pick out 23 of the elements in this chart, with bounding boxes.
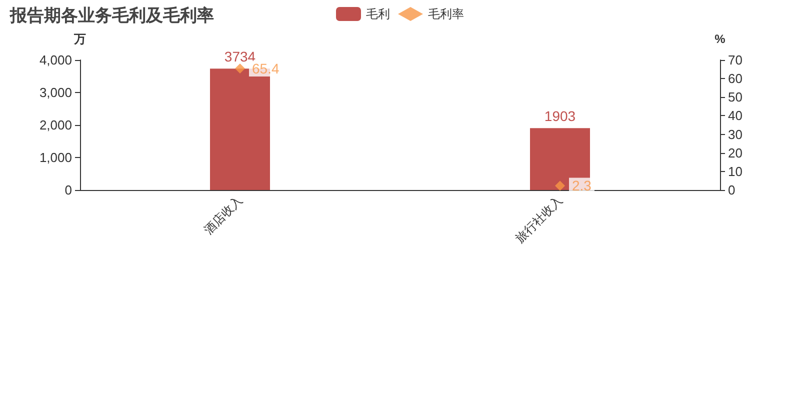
y2-tick-label: 20 (728, 145, 742, 160)
y2-tick-label: 50 (728, 90, 742, 105)
y-axis-title: 万 (73, 32, 86, 46)
y2-tick-label: 60 (728, 71, 742, 86)
data-label: 1903 (544, 108, 576, 124)
data-label: 2.3 (572, 178, 592, 194)
y-tick-label: 4,000 (39, 52, 72, 68)
legend-label: 毛利率 (428, 7, 464, 21)
y2-tick-label: 70 (728, 52, 742, 68)
data-label: 65.4 (252, 60, 280, 77)
y2-axis-title: % (714, 32, 726, 46)
chart-title: 报告期各业务毛利及毛利率 (9, 6, 214, 25)
y2-tick-label: 40 (728, 108, 742, 124)
y2-tick-label: 0 (728, 182, 736, 198)
x-tick-label: 旅行社收入 (512, 193, 565, 246)
y2-tick-label: 30 (728, 126, 742, 142)
legend-label: 毛利 (366, 7, 390, 21)
y-tick-label: 2,000 (39, 118, 72, 132)
x-tick-label: 酒店收入 (201, 193, 245, 237)
y-tick-label: 0 (64, 182, 72, 198)
y-tick-label: 1,000 (39, 150, 72, 165)
y-tick-label: 3,000 (39, 85, 72, 100)
y2-tick-label: 10 (728, 164, 742, 179)
